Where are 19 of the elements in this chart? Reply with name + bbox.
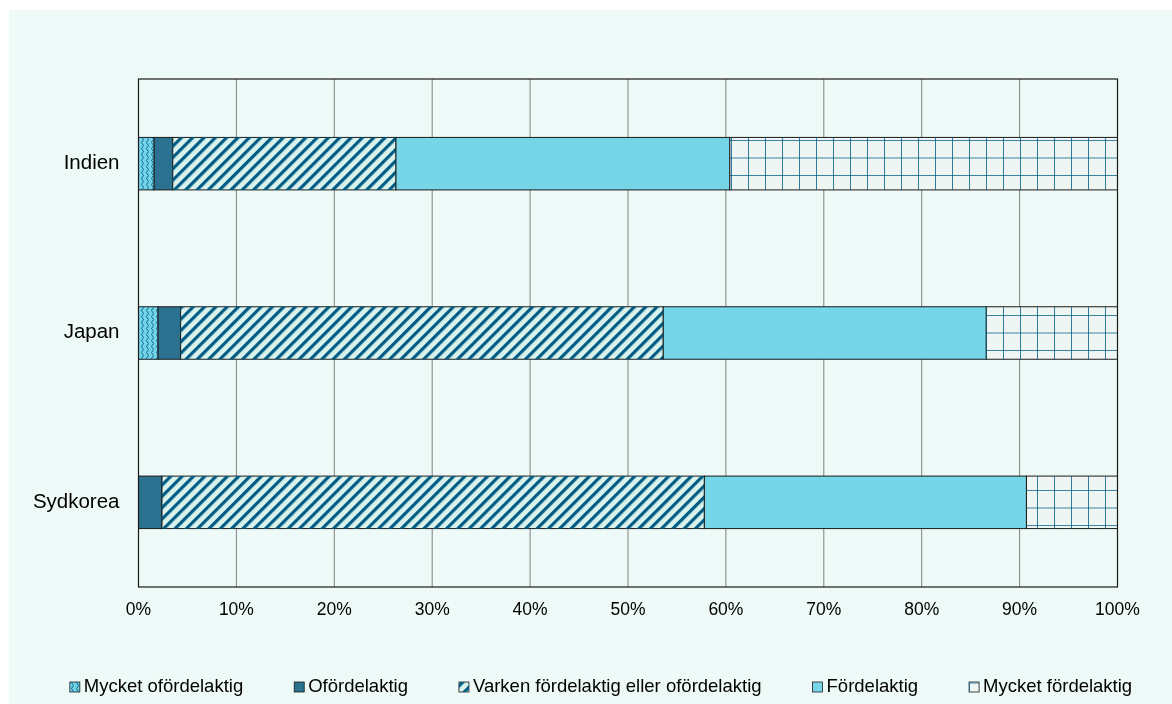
- x-tick-label: 100%: [1095, 598, 1140, 619]
- x-tick-label: 40%: [512, 598, 548, 619]
- x-tick-label: 50%: [610, 598, 646, 619]
- legend-label: Mycket ofördelaktig: [83, 674, 244, 696]
- y-tick-label: Japan: [63, 319, 120, 343]
- legend-label: Ofördelaktig: [308, 674, 408, 696]
- x-tick-label: 30%: [414, 598, 450, 619]
- y-tick-label: Indien: [63, 150, 120, 174]
- legend-label: Fördelaktig: [826, 674, 919, 696]
- legend-label: Varken fördelaktig eller ofördelaktig: [472, 674, 762, 696]
- x-tick-label: 0%: [125, 598, 152, 619]
- y-tick-label: Sydkorea: [32, 488, 121, 512]
- x-tick-label: 70%: [806, 598, 842, 619]
- x-tick-label: 90%: [1002, 598, 1038, 619]
- legend-label: Mycket fördelaktig: [983, 674, 1133, 696]
- x-tick-label: 60%: [708, 598, 744, 619]
- x-tick-label: 80%: [904, 598, 940, 619]
- x-tick-label: 20%: [316, 598, 352, 619]
- x-tick-label: 10%: [218, 598, 254, 619]
